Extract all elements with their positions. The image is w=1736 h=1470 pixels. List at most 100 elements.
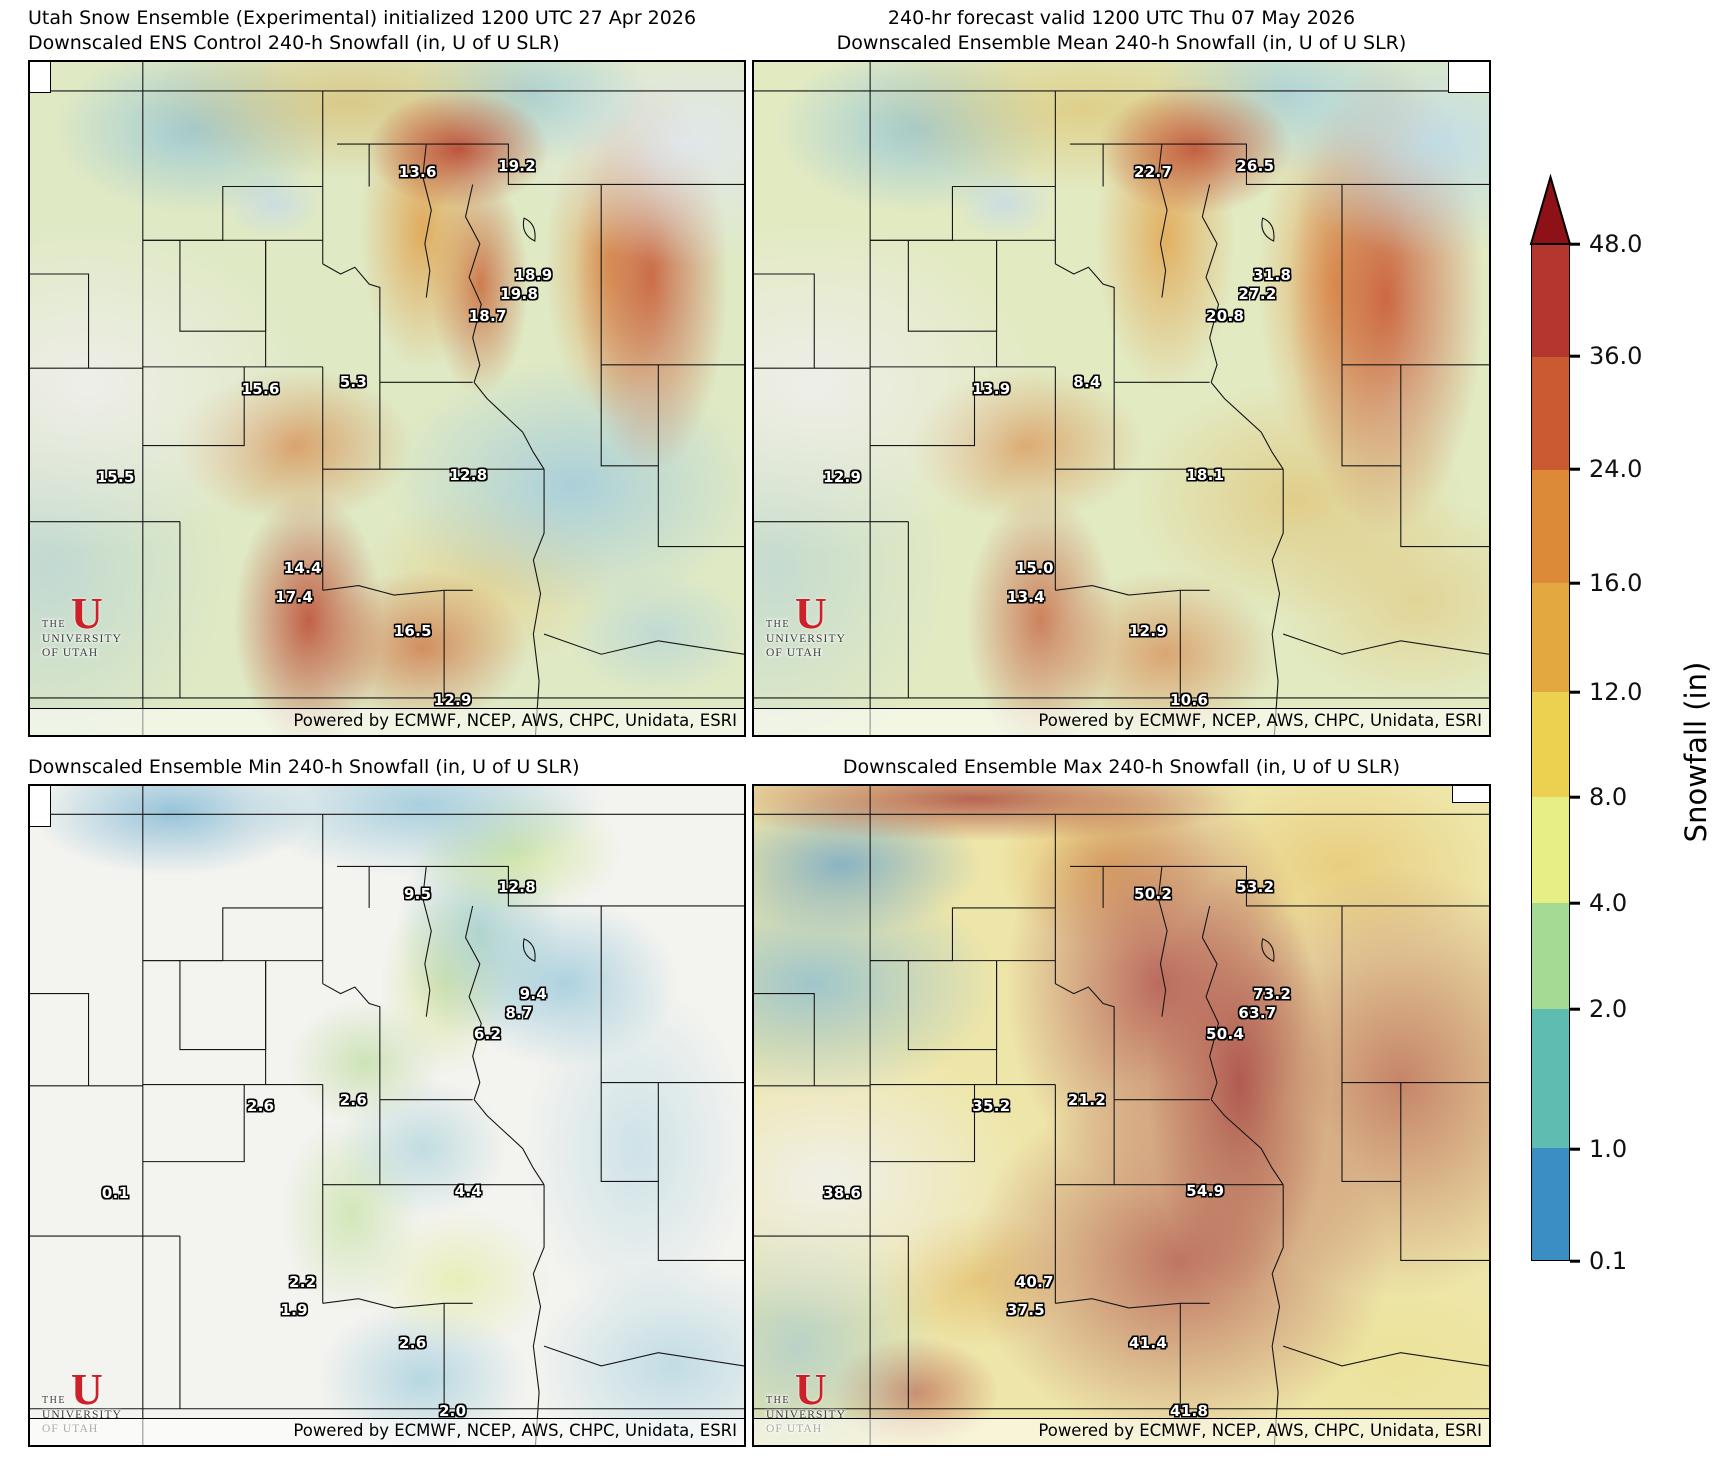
panel-title-line1: Utah Snow Ensemble (Experimental) initia…: [28, 7, 697, 29]
colorbar-tick-label: 24.0: [1589, 455, 1643, 483]
panel-mean-title: 240-hr forecast valid 1200 UTC Thu 07 Ma…: [752, 6, 1491, 56]
colorbar-segment: [1532, 902, 1569, 1009]
colorbar-segment: [1532, 1148, 1569, 1261]
value-labels-layer: 9.5 12.8 9.4 8.7 6.2 2.6 2.6 0.1 4.4 2.2 1.9 2.6 2.0: [30, 786, 744, 1445]
snowfall-value-label: 41.8: [1170, 1401, 1209, 1420]
u-logo-mark: U: [70, 589, 103, 638]
logo-the-text: THE: [42, 1395, 66, 1406]
colorbar-tick-label: 1.0: [1589, 1135, 1628, 1163]
snowfall-value-label: 21.2: [1067, 1090, 1107, 1109]
snowfall-value-label: 2.6: [339, 1090, 368, 1109]
logo-university-text: UNIVERSITY: [42, 633, 122, 645]
colorbar-tick-label: 2.0: [1589, 995, 1628, 1023]
colorbar-tick-label: 0.1: [1589, 1247, 1628, 1275]
snowfall-value-label: 0.1: [101, 1183, 130, 1202]
colorbar-ticks: 48.0 36.0 24.0 16.0 12.0 8.0 4.0 2.0 1.0 0.1: [1531, 230, 1731, 1275]
value-labels-layer: 50.2 53.2 73.2 63.7 50.4 35.2 21.2 38.6 54.9 40.7…: [754, 786, 1489, 1445]
colorbar: 48.0 36.0 24.0 16.0 12.0 8.0 4.0 2.0 1.0 0.1 Snow…: [1529, 0, 1736, 1470]
colorbar-segment: [1532, 583, 1569, 693]
snowfall-value-label: 12.8: [449, 466, 488, 485]
colorbar-tick-label: 16.0: [1589, 569, 1643, 597]
snowfall-value-label: 6.2: [473, 1025, 502, 1044]
panel-title-line2: Downscaled Ensemble Mean 240-h Snowfall …: [836, 32, 1407, 54]
snowfall-value-label: 13.6: [398, 163, 437, 182]
snowfall-value-label: 40.7: [1015, 1272, 1054, 1291]
snowfall-value-label: 35.2: [972, 1097, 1011, 1116]
snowfall-value-label: 50.4: [1206, 1025, 1245, 1044]
panel-mean: 240-hr forecast valid 1200 UTC Thu 07 Ma…: [752, 7, 1491, 737]
attribution: Powered by ECMWF, NCEP, AWS, CHPC, Unida…: [754, 1418, 1489, 1445]
panel-title-line2: Downscaled Ensemble Max 240-h Snowfall (…: [842, 756, 1401, 778]
colorbar-tick-label: 8.0: [1589, 783, 1628, 811]
u-logo-mark: U: [794, 589, 827, 638]
colorbar-tick-mark: [1570, 354, 1580, 358]
colorbar-segment: [1532, 692, 1569, 797]
colorbar-tick-mark: [1570, 467, 1580, 471]
panel-max-title: Downscaled Ensemble Max 240-h Snowfall (…: [752, 755, 1491, 780]
snowfall-value-label: 10.6: [1170, 691, 1209, 709]
logo-university-text: UNIVERSITY: [766, 633, 846, 645]
u-logo-mark: U: [70, 1365, 103, 1414]
snowfall-value-label: 4.4: [454, 1181, 483, 1200]
panel-control-title: Utah Snow Ensemble (Experimental) initia…: [28, 6, 746, 56]
logo-the-text: THE: [766, 619, 790, 630]
panel-title-line1: 240-hr forecast valid 1200 UTC Thu 07 Ma…: [887, 7, 1356, 29]
map-nodata-notch: [30, 786, 51, 827]
colorbar-tick-mark: [1570, 901, 1580, 905]
map-nodata-notch: [30, 62, 51, 93]
snowfall-value-label: 53.2: [1236, 878, 1275, 897]
snowfall-value-label: 54.9: [1186, 1181, 1225, 1200]
snowfall-value-label: 20.8: [1206, 306, 1245, 325]
colorbar-tick-label: 4.0: [1589, 889, 1628, 917]
snowfall-value-label: 18.7: [468, 306, 507, 325]
snowfall-value-label: 2.6: [246, 1097, 275, 1116]
logo-of-utah-text: OF UTAH: [42, 647, 99, 659]
snowfall-value-label: 15.6: [241, 380, 280, 399]
colorbar-segment: [1532, 796, 1569, 903]
colorbar-tick-label: 36.0: [1589, 342, 1643, 370]
snowfall-value-label: 18.1: [1186, 466, 1225, 485]
colorbar-tick-label: 48.0: [1589, 230, 1643, 258]
colorbar-segment: [1532, 356, 1569, 470]
map-nodata-notch: [1452, 786, 1489, 803]
colorbar-tick-mark: [1570, 795, 1580, 799]
panel-control: Utah Snow Ensemble (Experimental) initia…: [28, 7, 746, 737]
snowfall-value-label: 13.9: [972, 380, 1011, 399]
colorbar-tick-mark: [1570, 1147, 1580, 1151]
attribution: Powered by ECMWF, NCEP, AWS, CHPC, Unida…: [754, 708, 1489, 735]
attribution: Powered by ECMWF, NCEP, AWS, CHPC, Unida…: [30, 1418, 744, 1445]
colorbar-tick-mark: [1570, 242, 1580, 246]
colorbar-segment: [1532, 1008, 1569, 1149]
snowfall-value-label: 13.4: [1006, 588, 1046, 607]
logo-of-utah-text: OF UTAH: [766, 647, 823, 659]
university-of-utah-logo: THE U UNIVERSITY OF UTAH: [766, 589, 886, 660]
logo-the-text: THE: [766, 1395, 790, 1406]
snowfall-value-label: 27.2: [1238, 284, 1277, 303]
university-of-utah-logo: THE U UNIVERSITY OF UTAH: [42, 589, 162, 660]
panel-min: Downscaled Ensemble Min 240-h Snowfall (…: [28, 756, 746, 1447]
colorbar-tick-mark: [1570, 690, 1580, 694]
snowfall-value-label: 9.5: [403, 885, 432, 904]
snowfall-value-label: 16.5: [393, 621, 432, 640]
snowfall-value-label: 17.4: [275, 588, 314, 607]
snowfall-value-label: 5.3: [339, 373, 368, 392]
snowfall-value-label: 19.8: [499, 284, 539, 303]
snowfall-value-label: 18.9: [514, 265, 553, 284]
snowfall-value-label: 37.5: [1006, 1300, 1046, 1319]
logo-the-text: THE: [42, 619, 66, 630]
snowfall-value-label: 12.9: [823, 468, 862, 487]
snowfall-value-label: 14.4: [283, 559, 322, 578]
colorbar-bar: [1531, 244, 1570, 1261]
snowfall-value-label: 12.9: [1128, 621, 1168, 640]
colorbar-segment: [1532, 469, 1569, 584]
colorbar-segment: [1532, 245, 1569, 357]
attribution: Powered by ECMWF, NCEP, AWS, CHPC, Unida…: [30, 708, 744, 735]
colorbar-tick-label: 12.0: [1589, 678, 1643, 706]
snowfall-value-label: 8.4: [1073, 373, 1101, 392]
snowfall-value-label: 15.5: [96, 468, 135, 487]
snowfall-map-control: 13.6 19.2 18.9 19.8 18.7 15.6 5.3 15.5 12.8 14.4 1…: [28, 60, 746, 737]
snowfall-value-label: 12.9: [433, 691, 472, 709]
snowfall-value-label: 2.2: [288, 1272, 317, 1291]
snowfall-value-label: 12.8: [497, 878, 537, 897]
snowfall-value-label: 15.0: [1015, 559, 1054, 578]
